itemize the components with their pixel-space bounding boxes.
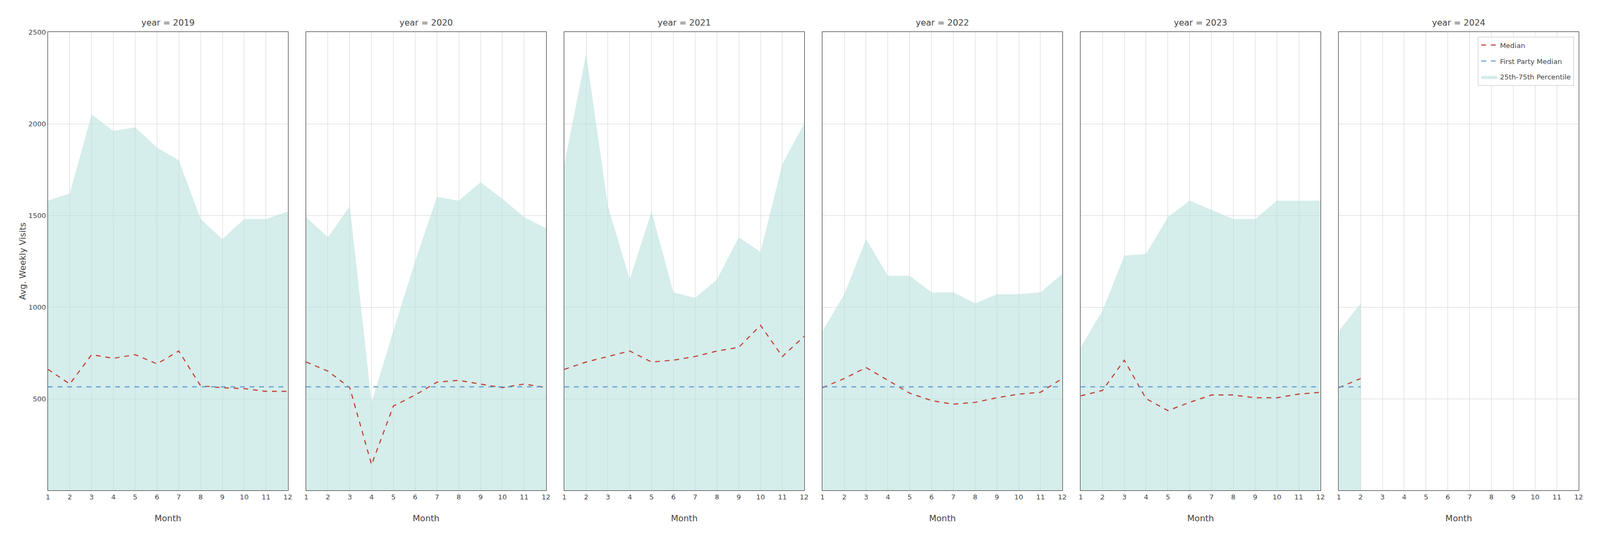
svg-text:10: 10 (1530, 493, 1540, 502)
svg-text:2: 2 (67, 493, 72, 502)
svg-text:6: 6 (929, 493, 934, 502)
svg-text:9: 9 (220, 493, 225, 502)
svg-text:11: 11 (261, 493, 271, 502)
svg-text:4: 4 (1144, 493, 1149, 502)
svg-text:7: 7 (692, 493, 698, 502)
svg-text:year = 2020: year = 2020 (399, 17, 453, 28)
svg-text:4: 4 (369, 493, 374, 502)
svg-text:2: 2 (1100, 493, 1105, 502)
svg-text:8: 8 (456, 493, 461, 502)
svg-text:10: 10 (498, 493, 508, 502)
svg-text:Month: Month (670, 513, 698, 524)
svg-text:6: 6 (154, 493, 159, 502)
svg-text:2: 2 (325, 493, 331, 502)
svg-text:4: 4 (1402, 493, 1407, 502)
svg-text:6: 6 (670, 493, 676, 502)
svg-text:9: 9 (1510, 493, 1516, 502)
svg-text:10: 10 (240, 493, 250, 502)
svg-text:7: 7 (950, 493, 956, 502)
svg-text:11: 11 (1294, 493, 1304, 502)
svg-text:1000: 1000 (28, 303, 46, 312)
svg-text:5: 5 (649, 493, 654, 502)
svg-text:9: 9 (1252, 493, 1258, 502)
svg-text:year = 2024: year = 2024 (1432, 17, 1486, 28)
svg-text:7: 7 (176, 493, 181, 502)
svg-text:2000: 2000 (28, 120, 46, 128)
svg-text:8: 8 (714, 493, 719, 502)
svg-text:1: 1 (1078, 493, 1083, 502)
svg-text:7: 7 (1467, 493, 1472, 502)
svg-text:8: 8 (1230, 493, 1236, 502)
svg-text:8: 8 (972, 493, 978, 502)
svg-text:1: 1 (562, 493, 567, 502)
svg-text:500: 500 (33, 395, 47, 404)
svg-text:1: 1 (820, 493, 825, 502)
svg-text:8: 8 (198, 493, 203, 502)
svg-text:9: 9 (994, 493, 999, 502)
svg-text:3: 3 (1122, 493, 1127, 502)
svg-text:4: 4 (627, 493, 632, 502)
svg-text:Month: Month (1187, 513, 1214, 524)
svg-text:3: 3 (89, 493, 94, 502)
svg-text:7: 7 (434, 493, 439, 502)
svg-text:Median: Median (1499, 41, 1525, 50)
svg-text:year = 2022: year = 2022 (915, 17, 970, 28)
svg-text:3: 3 (1380, 493, 1385, 502)
svg-text:5: 5 (907, 493, 912, 502)
svg-text:7: 7 (1209, 493, 1214, 502)
svg-text:11: 11 (1552, 493, 1562, 502)
svg-text:2500: 2500 (28, 28, 46, 37)
svg-text:12: 12 (1574, 493, 1584, 502)
svg-text:12: 12 (1058, 493, 1068, 502)
svg-text:1500: 1500 (28, 211, 46, 220)
svg-text:Month: Month (929, 513, 956, 524)
svg-text:year = 2023: year = 2023 (1173, 17, 1228, 28)
svg-text:2: 2 (1358, 493, 1363, 502)
svg-text:6: 6 (1445, 493, 1451, 502)
svg-text:9: 9 (736, 493, 741, 502)
svg-text:6: 6 (412, 493, 418, 502)
svg-text:1: 1 (45, 493, 51, 502)
svg-text:Month: Month (412, 513, 440, 524)
svg-text:3: 3 (347, 493, 352, 502)
svg-text:12: 12 (283, 493, 293, 502)
svg-text:year = 2021: year = 2021 (657, 17, 711, 28)
svg-text:11: 11 (520, 493, 530, 502)
svg-text:10: 10 (756, 493, 766, 502)
svg-text:9: 9 (478, 493, 483, 502)
svg-text:5: 5 (1424, 493, 1429, 502)
svg-text:year = 2019: year = 2019 (141, 17, 195, 28)
svg-text:3: 3 (605, 493, 611, 502)
svg-text:25th-75th Percentile: 25th-75th Percentile (1499, 73, 1571, 82)
svg-text:8: 8 (1489, 493, 1494, 502)
svg-text:6: 6 (1187, 493, 1192, 502)
svg-text:2: 2 (584, 493, 589, 502)
svg-text:4: 4 (110, 493, 116, 502)
svg-text:10: 10 (1272, 493, 1282, 502)
svg-text:11: 11 (1036, 493, 1046, 502)
svg-text:5: 5 (1165, 493, 1171, 502)
svg-text:2: 2 (842, 493, 847, 502)
svg-text:5: 5 (390, 493, 396, 502)
svg-text:Avg. Weekly Visits: Avg. Weekly Visits (17, 222, 28, 300)
svg-text:First Party Median: First Party Median (1499, 57, 1562, 66)
svg-text:11: 11 (778, 493, 788, 502)
svg-text:12: 12 (800, 493, 810, 502)
svg-text:4: 4 (885, 493, 891, 502)
svg-text:Month: Month (154, 513, 182, 524)
svg-text:Month: Month (1445, 513, 1472, 524)
svg-text:12: 12 (541, 493, 551, 502)
svg-text:1: 1 (1336, 493, 1341, 502)
svg-text:1: 1 (304, 493, 309, 502)
svg-text:12: 12 (1316, 493, 1326, 502)
svg-text:3: 3 (864, 493, 869, 502)
svg-text:5: 5 (132, 493, 138, 502)
svg-text:10: 10 (1014, 493, 1024, 502)
